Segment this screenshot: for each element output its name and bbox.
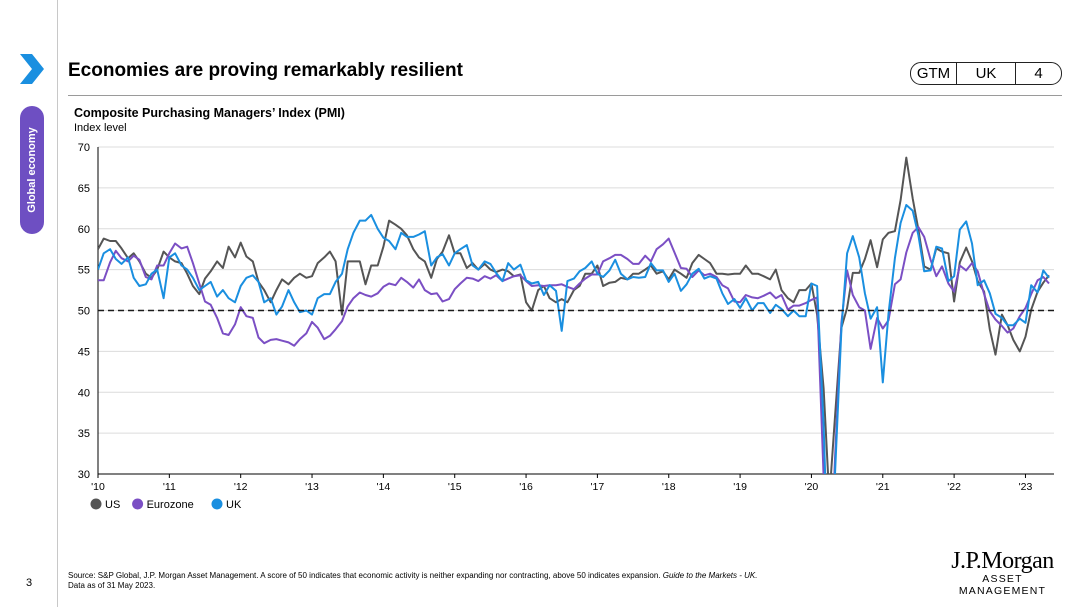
y-tick-label: 30 [78, 469, 90, 481]
x-tick-label: '18 [662, 481, 676, 493]
legend-label-eurozone: Eurozone [147, 499, 194, 511]
x-tick-label: '12 [234, 481, 248, 493]
y-tick-label: 35 [78, 428, 90, 440]
chevron-right-icon[interactable] [18, 52, 44, 86]
legend-swatch-eurozone [132, 498, 144, 510]
legend-label-us: US [105, 499, 120, 511]
chart-y-label: Index level [74, 122, 127, 134]
section-tab[interactable]: Global economy [20, 106, 44, 234]
data-date-text: Data as of 31 May 2023. [68, 581, 156, 590]
tag-series: GTM [911, 63, 957, 84]
y-tick-label: 50 [78, 306, 90, 318]
tag-page: 4 [1034, 65, 1043, 82]
x-tick-label: '13 [305, 481, 319, 493]
x-tick-label: '20 [805, 481, 819, 493]
x-tick-label: '10 [91, 481, 105, 493]
y-tick-label: 45 [78, 346, 90, 358]
page-tag: GTM UK 4 [910, 62, 1062, 85]
jpmorgan-logo: J.P.Morgan ASSET MANAGEMENT [940, 548, 1065, 597]
y-tick-label: 70 [78, 142, 90, 154]
left-margin-rule [57, 0, 58, 607]
logo-subtitle: ASSET MANAGEMENT [958, 573, 1047, 597]
legend-label-uk: UK [226, 499, 242, 511]
series-line-us [98, 156, 1050, 474]
page-number: 3 [26, 577, 33, 589]
series-line-uk [98, 204, 1050, 474]
page-title: Economies are proving remarkably resilie… [68, 60, 463, 81]
source-guide-text: Guide to the Markets - UK. [662, 571, 758, 580]
x-tick-label: '21 [876, 481, 890, 493]
y-tick-label: 40 [78, 387, 90, 399]
tag-region: UK [957, 63, 1016, 84]
series-line-eurozone [98, 226, 1050, 474]
x-tick-label: '19 [733, 481, 747, 493]
x-tick-label: '23 [1019, 481, 1033, 493]
x-tick-label: '17 [591, 481, 605, 493]
chart-title: Composite Purchasing Managers’ Index (PM… [74, 106, 345, 120]
title-divider [68, 95, 1062, 96]
source-text: Source: S&P Global, J.P. Morgan Asset Ma… [68, 571, 661, 580]
legend-swatch-us [90, 498, 102, 510]
logo-wordmark: J.P.Morgan [951, 548, 1054, 574]
x-tick-label: '22 [947, 481, 961, 493]
x-tick-label: '15 [448, 481, 462, 493]
y-tick-label: 60 [78, 224, 90, 236]
legend-swatch-uk [211, 498, 223, 510]
x-tick-label: '11 [163, 481, 176, 493]
y-tick-label: 65 [78, 183, 90, 195]
y-tick-label: 55 [78, 265, 90, 277]
source-note: Source: S&P Global, J.P. Morgan Asset Ma… [68, 571, 888, 591]
x-tick-label: '16 [519, 481, 533, 493]
x-tick-label: '14 [377, 481, 391, 493]
pmi-line-chart: 30 35 40 45 50 55 60 65 70 '10 '11 '12 '13 '14 '15 '16 '… [78, 142, 1054, 511]
